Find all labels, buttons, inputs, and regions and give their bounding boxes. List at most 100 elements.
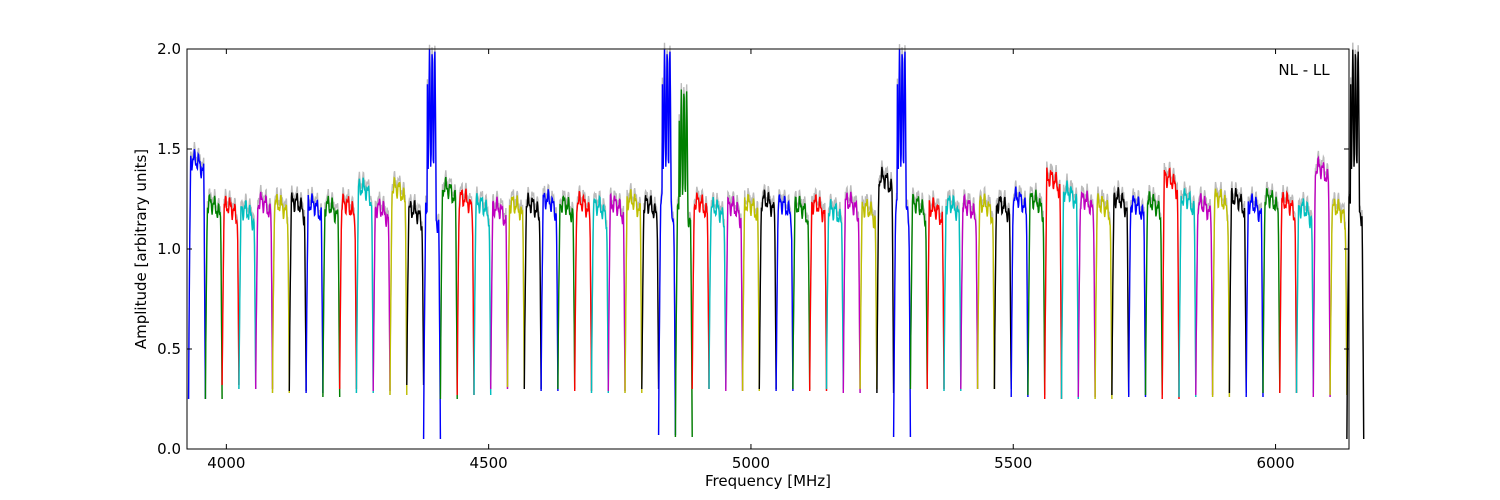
x-tick-label-0: 4000 bbox=[207, 454, 245, 472]
background-trace-4 bbox=[255, 184, 274, 390]
channel-trace-68 bbox=[1329, 198, 1348, 396]
channel-trace-42 bbox=[892, 49, 912, 438]
channel-trace-27 bbox=[641, 195, 660, 390]
background-trace-5 bbox=[271, 186, 290, 394]
background-trace-67 bbox=[1312, 150, 1331, 398]
channel-trace-37 bbox=[809, 194, 828, 392]
background-trace-23 bbox=[574, 185, 593, 392]
channel-trace-5 bbox=[271, 193, 290, 394]
channel-trace-56 bbox=[1128, 195, 1147, 398]
y-tick-label-2: 1.0 bbox=[157, 240, 181, 258]
channel-trace-52 bbox=[1060, 180, 1079, 400]
channel-trace-26 bbox=[624, 189, 643, 394]
channel-trace-61 bbox=[1211, 188, 1231, 398]
background-trace-55 bbox=[1111, 180, 1130, 396]
y-axis-label: Amplitude [arbitrary units] bbox=[132, 149, 150, 349]
channel-trace-41 bbox=[876, 166, 895, 394]
channel-trace-57 bbox=[1144, 191, 1163, 396]
channel-trace-64 bbox=[1262, 188, 1281, 394]
channel-trace-40 bbox=[859, 199, 878, 390]
channel-trace-1 bbox=[204, 193, 223, 400]
channel-trace-54 bbox=[1094, 193, 1113, 400]
channel-trace-21 bbox=[540, 189, 559, 392]
channel-trace-67 bbox=[1312, 155, 1331, 398]
channel-trace-39 bbox=[842, 191, 861, 394]
background-trace-35 bbox=[775, 189, 794, 392]
x-tick-label-2: 5000 bbox=[732, 454, 770, 472]
channel-trace-19 bbox=[506, 195, 525, 388]
channel-trace-45 bbox=[943, 194, 962, 392]
background-trace-19 bbox=[506, 189, 525, 388]
channel-trace-6 bbox=[288, 192, 307, 392]
y-tick-label-1: 0.5 bbox=[157, 340, 181, 358]
channel-trace-63 bbox=[1245, 193, 1264, 398]
x-tick-label-1: 4500 bbox=[470, 454, 508, 472]
channel-trace-22 bbox=[557, 195, 576, 390]
channel-trace-58 bbox=[1161, 167, 1180, 400]
x-axis-label: Frequency [MHz] bbox=[705, 472, 831, 490]
channel-trace-30 bbox=[691, 192, 710, 390]
channel-trace-47 bbox=[976, 193, 996, 390]
channel-trace-31 bbox=[708, 197, 727, 390]
channel-trace-36 bbox=[792, 195, 811, 390]
channel-trace-28 bbox=[657, 49, 677, 436]
background-trace-60 bbox=[1195, 186, 1214, 396]
channel-trace-4 bbox=[255, 191, 274, 390]
channel-trace-29 bbox=[674, 89, 693, 438]
background-trace-61 bbox=[1211, 181, 1231, 398]
channel-trace-8 bbox=[322, 195, 341, 398]
background-trace-30 bbox=[691, 186, 710, 390]
channel-trace-34 bbox=[758, 189, 777, 390]
channel-trace-50 bbox=[1027, 189, 1046, 396]
background-trace-54 bbox=[1094, 186, 1113, 400]
channel-trace-62 bbox=[1228, 187, 1247, 394]
y-tick-label-4: 2.0 bbox=[157, 40, 181, 58]
channel-trace-60 bbox=[1195, 193, 1214, 396]
background-trace-49 bbox=[1010, 180, 1029, 398]
channel-trace-0 bbox=[187, 148, 207, 400]
channel-trace-23 bbox=[574, 190, 593, 392]
channel-trace-44 bbox=[926, 197, 945, 390]
y-tick-label-0: 0.0 bbox=[157, 440, 181, 458]
background-trace-56 bbox=[1128, 188, 1147, 398]
channel-trace-32 bbox=[725, 196, 744, 392]
channel-trace-43 bbox=[909, 193, 928, 390]
channel-trace-15 bbox=[439, 176, 458, 400]
channel-trace-12 bbox=[389, 176, 408, 396]
channel-trace-9 bbox=[339, 193, 358, 390]
channel-trace-14 bbox=[422, 49, 442, 440]
y-axis-ticks: 0.0 0.5 1.0 1.5 2.0 bbox=[157, 40, 1349, 458]
channel-trace-46 bbox=[960, 193, 979, 390]
plot-annotation: NL - LL bbox=[1278, 61, 1330, 79]
channel-trace-55 bbox=[1111, 187, 1130, 396]
background-trace-17 bbox=[473, 186, 492, 396]
background-trace-47 bbox=[976, 185, 996, 390]
background-trace-36 bbox=[792, 189, 811, 390]
channel-trace-2 bbox=[221, 195, 240, 386]
channel-trace-16 bbox=[456, 188, 475, 396]
background-trace-37 bbox=[809, 187, 828, 392]
channel-trace-59 bbox=[1178, 188, 1197, 398]
plot-frame bbox=[186, 48, 1350, 450]
channel-trace-24 bbox=[590, 194, 609, 394]
background-trace-24 bbox=[590, 190, 609, 394]
background-trace-68 bbox=[1329, 192, 1348, 396]
channel-trace-20 bbox=[523, 192, 542, 390]
background-trace-66 bbox=[1295, 191, 1314, 394]
channel-trace-3 bbox=[238, 200, 257, 390]
x-tick-label-3: 5500 bbox=[994, 454, 1032, 472]
background-trace-11 bbox=[372, 191, 391, 392]
channel-trace-66 bbox=[1295, 198, 1314, 394]
channel-traces-layer bbox=[187, 49, 1365, 440]
background-trace-12 bbox=[389, 171, 408, 396]
channel-trace-69 bbox=[1346, 49, 1365, 440]
channel-trace-10 bbox=[355, 177, 374, 394]
channel-trace-25 bbox=[607, 192, 626, 392]
channel-trace-35 bbox=[775, 194, 794, 392]
channel-trace-13 bbox=[406, 200, 425, 386]
channel-trace-17 bbox=[473, 193, 492, 396]
channel-trace-53 bbox=[1077, 190, 1096, 398]
channel-trace-7 bbox=[305, 193, 324, 394]
x-tick-label-4: 6000 bbox=[1256, 454, 1294, 472]
